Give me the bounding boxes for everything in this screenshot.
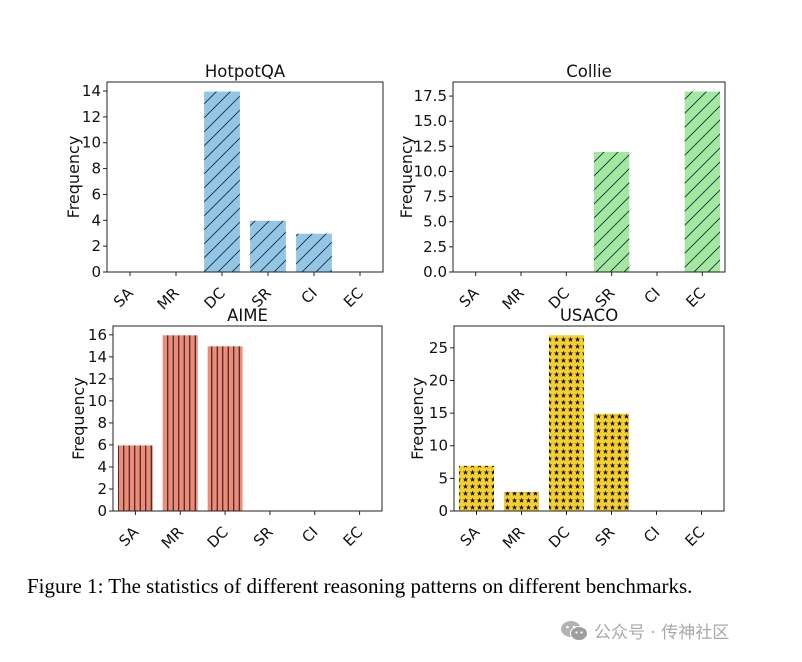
x-tick-label: EC — [681, 523, 708, 550]
y-tick-label: 12.5 — [414, 137, 447, 155]
x-tick-label: CI — [298, 523, 321, 546]
y-tick-label: 12 — [88, 370, 107, 388]
bar-sa — [458, 464, 495, 512]
y-tick-label: 25 — [429, 339, 448, 357]
x-tick-label: SA — [456, 523, 483, 550]
x-tick-label: MR — [158, 523, 187, 552]
y-tick-label: 10.0 — [414, 162, 447, 180]
y-tick-label: 5.0 — [423, 213, 447, 231]
x-tick-label: MR — [499, 284, 528, 313]
y-tick-label: 15.0 — [414, 112, 447, 130]
x-tick-label: SR — [250, 523, 277, 550]
bar-dc — [548, 334, 585, 512]
figure-grid: 0 2 4 6 8 10 12 14 SA MR DC SR CI EC HotpotQA Frequency… — [64, 62, 726, 552]
bar-sr — [593, 412, 630, 512]
watermark-text: 公众号 · 传神社区 — [594, 623, 730, 643]
y-tick-label: 6 — [97, 436, 107, 454]
bar-hatch — [593, 412, 630, 512]
x-tick-label: EC — [340, 523, 367, 550]
y-tick-label: 4 — [91, 211, 101, 229]
y-tick-label: 17.5 — [414, 87, 447, 105]
y-tick-label: 5 — [438, 469, 448, 487]
x-tick-label: DC — [204, 523, 232, 551]
y-tick-label: 10 — [88, 392, 107, 410]
y-tick-label: 8 — [91, 160, 101, 178]
bar-sa — [116, 444, 154, 512]
y-axis-label: Frequency — [408, 377, 427, 460]
x-tick-label: MR — [154, 284, 183, 313]
bar-hatch — [206, 345, 244, 512]
y-tick-label: 20 — [429, 371, 448, 389]
y-tick-label: 0 — [438, 502, 448, 520]
bar-hatch — [295, 232, 333, 273]
wechat-icon — [561, 620, 588, 641]
bar-mr — [161, 334, 199, 512]
bar-hatch — [503, 490, 540, 512]
bar-ci — [295, 232, 333, 273]
y-tick-label: 2 — [91, 237, 101, 255]
bar-dc — [206, 345, 244, 512]
chart-title: AIME — [227, 306, 268, 325]
y-tick-label: 12 — [82, 108, 101, 126]
axes-frame — [453, 325, 725, 512]
watermark: 公众号 · 传神社区 — [560, 618, 729, 643]
y-axis-label: Frequency — [64, 136, 83, 219]
y-tick-label: 14 — [82, 82, 101, 100]
chart-title: USACO — [560, 306, 618, 325]
chart-panel-collie: 0.02.55.07.510.012.515.017.5SA MR DC SR CI EC… — [397, 62, 726, 313]
x-tick-label: SR — [591, 523, 618, 550]
y-tick-label: 0 — [97, 502, 107, 520]
y-tick-label: 2.5 — [423, 238, 447, 256]
y-tick-label: 7.5 — [423, 188, 447, 206]
axes-frame — [452, 81, 726, 273]
x-tick-label: SA — [456, 284, 483, 311]
y-axis-label: Frequency — [397, 136, 416, 219]
x-tick-label: SA — [110, 284, 137, 311]
chart-title: Collie — [566, 62, 612, 81]
bar-hatch — [458, 464, 495, 512]
bar-dc — [203, 90, 241, 273]
x-tick-label: EC — [340, 284, 367, 311]
bar-hatch — [683, 90, 721, 273]
bar-mr — [503, 490, 540, 512]
bar-hatch — [161, 334, 199, 512]
figure-caption: Figure 1: The statistics of different re… — [27, 574, 693, 598]
y-axis-label: Frequency — [69, 377, 88, 460]
x-tick-label: MR — [499, 523, 528, 552]
y-tick-label: 2 — [97, 480, 107, 498]
x-tick-label: CI — [640, 523, 663, 546]
y-tick-label: 16 — [88, 326, 107, 344]
x-tick-label: CI — [641, 284, 664, 307]
bar-sr — [249, 219, 287, 273]
y-tick-label: 10 — [429, 437, 448, 455]
x-tick-label: EC — [682, 284, 709, 311]
axes-frame — [106, 81, 384, 273]
bar-sr — [593, 150, 631, 273]
chart-panel-usaco: 0 5 10 15 20 25 SA MR DC SR CI EC USACO Frequency — [408, 306, 725, 552]
y-tick-label: 4 — [97, 458, 107, 476]
y-tick-label: 0.0 — [423, 263, 447, 281]
x-tick-label: DC — [201, 284, 229, 312]
x-tick-label: SA — [115, 523, 142, 550]
bar-hatch — [548, 334, 585, 512]
y-tick-label: 8 — [97, 414, 107, 432]
chart-panel-aime: 0 2 4 6 8 10 12 14 16 SA MR DC SR CI EC AIME Frequency — [69, 306, 383, 552]
y-tick-label: 15 — [429, 404, 448, 422]
bar-hatch — [116, 444, 154, 512]
y-tick-label: 0 — [91, 263, 101, 281]
axes-frame — [112, 325, 383, 512]
x-tick-label: CI — [298, 284, 321, 307]
chart-title: HotpotQA — [205, 62, 286, 81]
bar-hatch — [593, 150, 631, 273]
y-tick-label: 10 — [82, 134, 101, 152]
bar-hatch — [203, 90, 241, 273]
x-tick-label: DC — [545, 523, 573, 551]
y-tick-label: 6 — [91, 185, 101, 203]
y-tick-label: 14 — [88, 348, 107, 366]
bar-hatch — [249, 219, 287, 273]
bar-ec — [683, 90, 721, 273]
